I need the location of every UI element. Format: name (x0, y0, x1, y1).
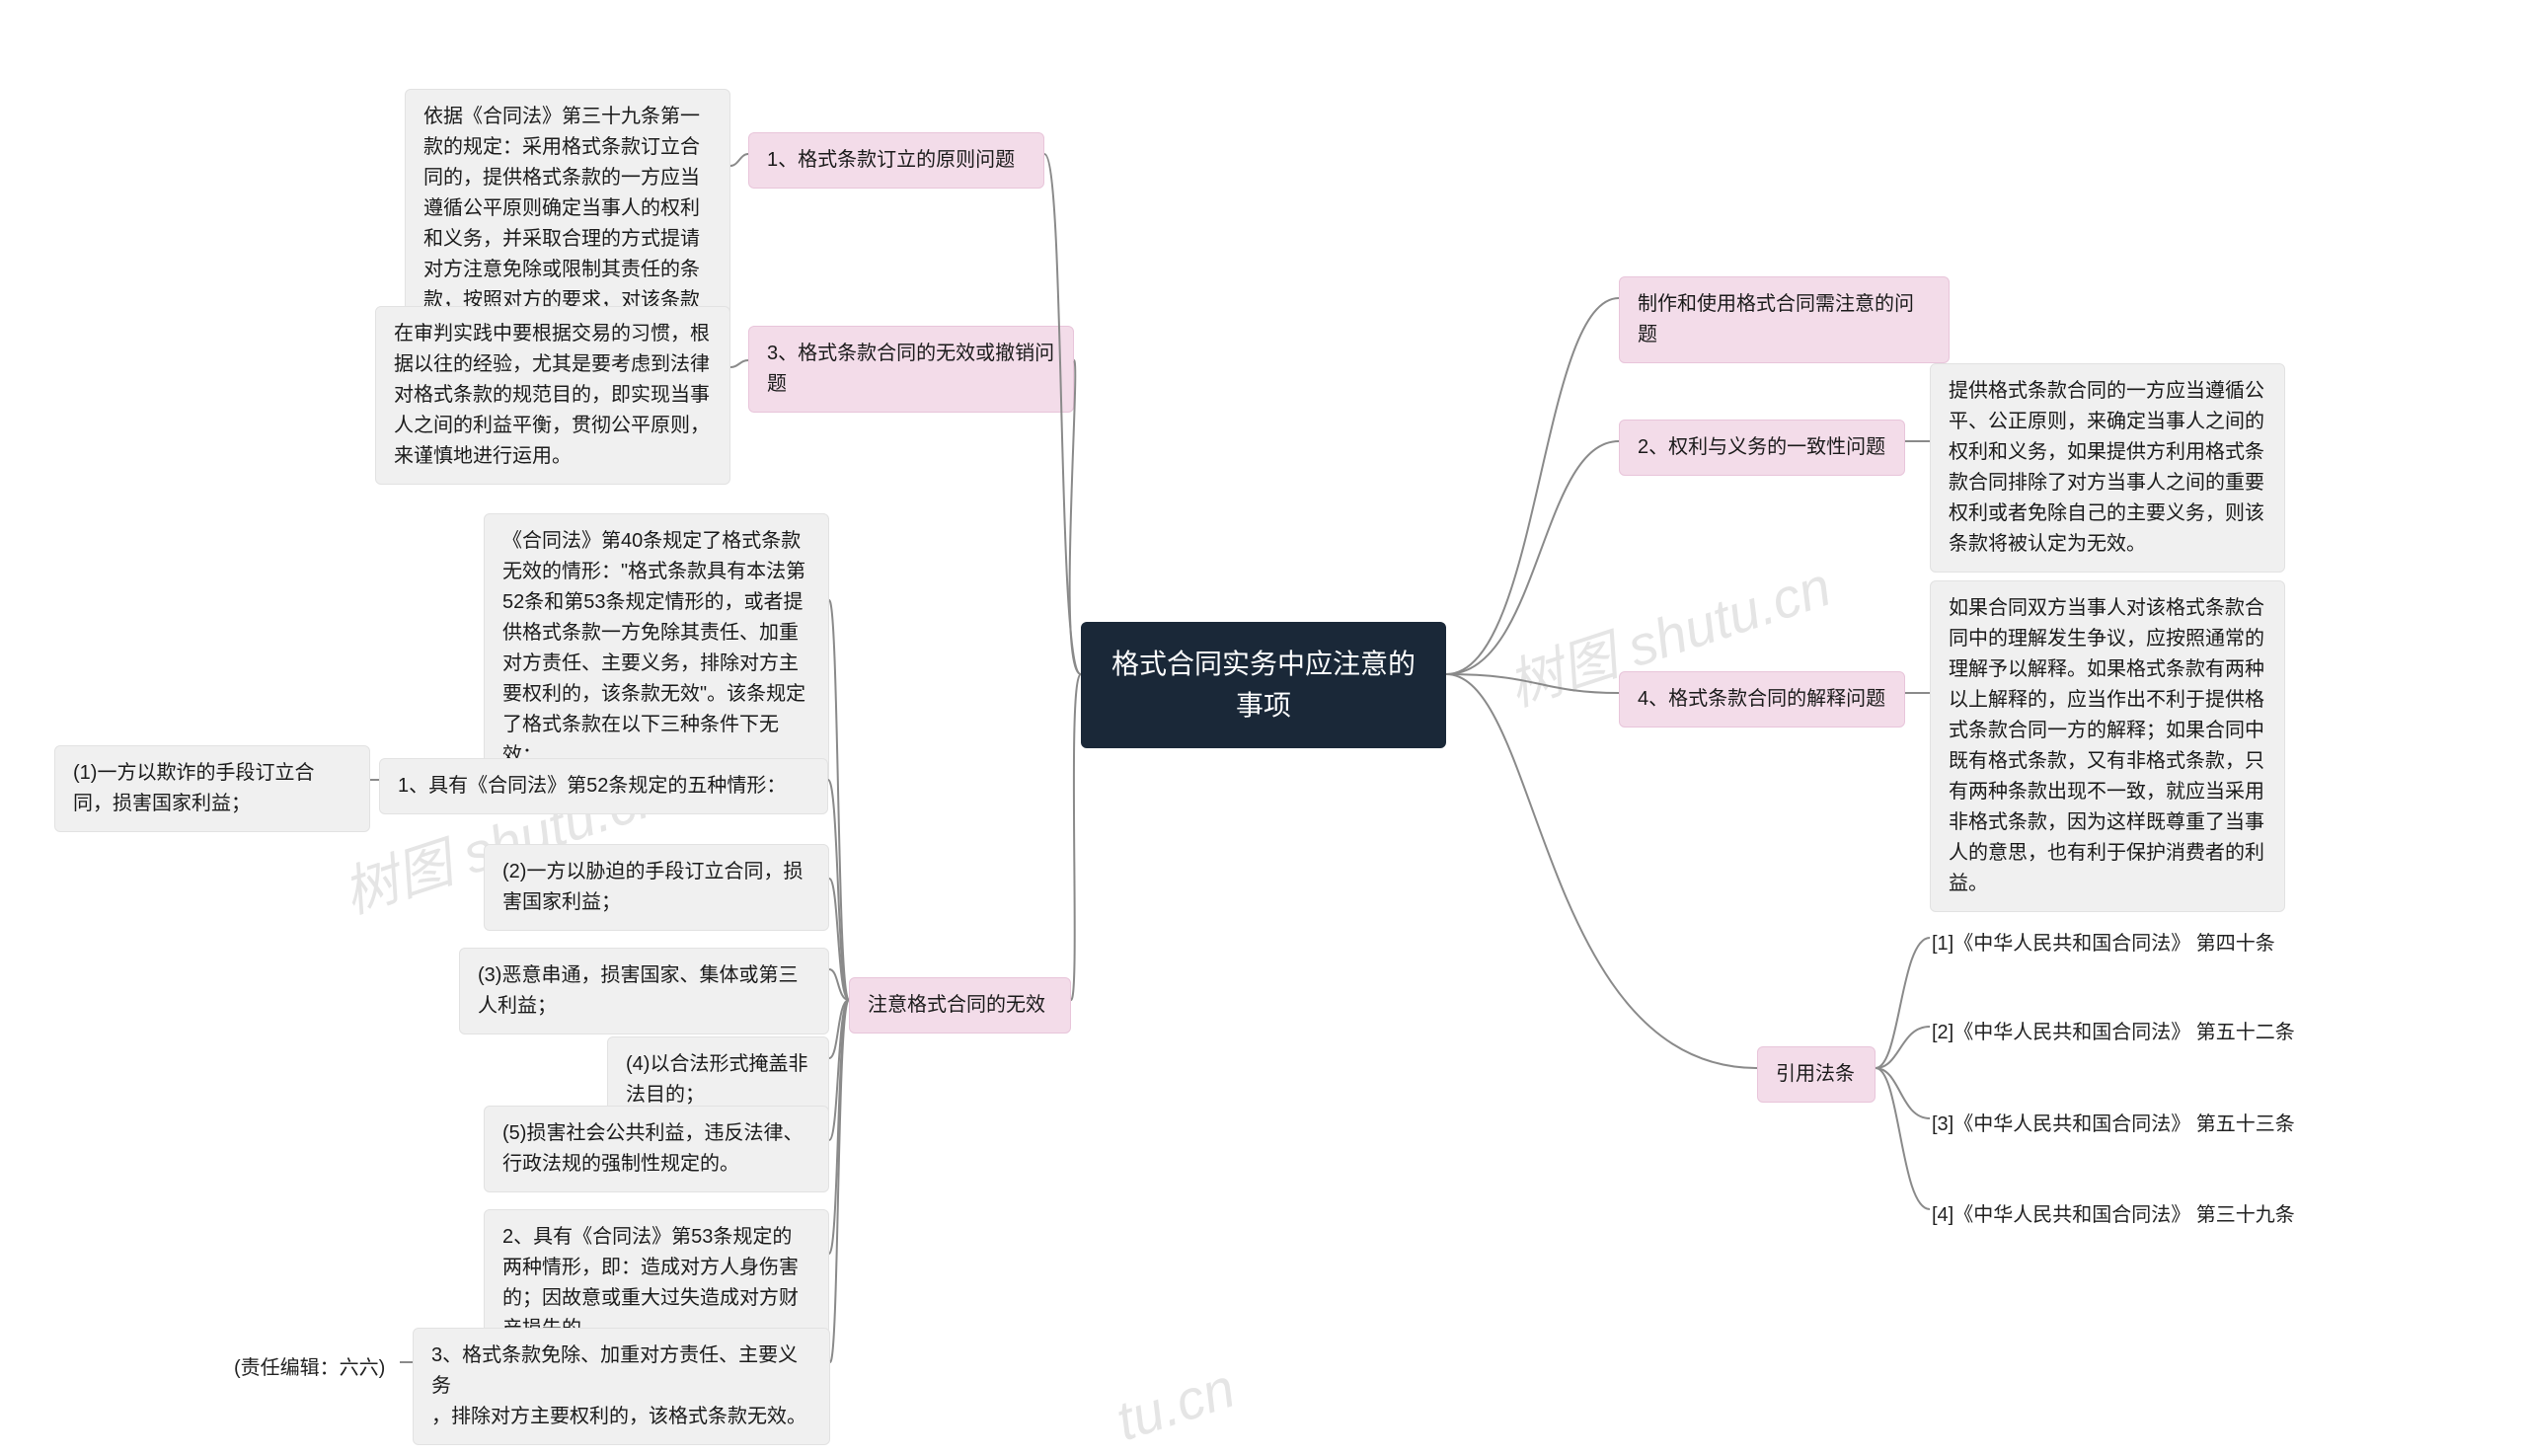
right-r2-note: 提供格式条款合同的一方应当遵循公平、公正原则，来确定当事人之间的权利和义务，如果… (1930, 363, 2285, 573)
right-r1: 制作和使用格式合同需注意的问题 (1619, 276, 1950, 363)
left-invalid-c1-i5: (5)损害社会公共利益，违反法律、行政法规的强制性规定的。 (484, 1106, 829, 1192)
right-laws-l3: [3]《中华人民共和国合同法》 第五十三条 (1930, 1104, 2297, 1140)
watermark-3: tu.cn (1109, 1355, 1243, 1453)
root-line1: 格式合同实务中应注意的 (1109, 644, 1418, 685)
root-line2: 事项 (1109, 685, 1418, 727)
right-laws: 引用法条 (1757, 1046, 1876, 1103)
left-b3-note: 在审判实践中要根据交易的习惯，根据以往的经验，尤其是要考虑到法律对格式条款的规范… (375, 306, 730, 485)
left-invalid-c1-i2: (2)一方以胁迫的手段订立合同，损害国家利益； (484, 844, 829, 931)
left-invalid-c3-l2: ，排除对方主要权利的，该格式条款无效。 (431, 1406, 806, 1427)
left-invalid: 注意格式合同的无效 (849, 977, 1071, 1034)
root-node: 格式合同实务中应注意的 事项 (1081, 622, 1446, 748)
right-laws-l4: [4]《中华人民共和国合同法》 第三十九条 (1930, 1194, 2297, 1231)
left-b3: 3、格式条款合同的无效或撤销问 题 (748, 326, 1074, 413)
right-laws-l2: [2]《中华人民共和国合同法》 第五十二条 (1930, 1012, 2297, 1048)
left-b1: 1、格式条款订立的原则问题 (748, 132, 1044, 189)
left-invalid-c3: 3、格式条款免除、加重对方责任、主要义务 ，排除对方主要权利的，该格式条款无效。 (413, 1328, 830, 1445)
left-invalid-intro: 《合同法》第40条规定了格式条款无效的情形："格式条款具有本法第52条和第53条… (484, 513, 829, 784)
right-r4-note: 如果合同双方当事人对该格式条款合同中的理解发生争议，应按照通常的理解予以解释。如… (1930, 580, 2285, 912)
left-invalid-c1-i1: (1)一方以欺诈的手段订立合同，损害国家利益； (54, 745, 370, 832)
left-b3-l1: 3、格式条款合同的无效或撤销问 (767, 343, 1054, 364)
left-b3-l2: 题 (767, 373, 787, 395)
left-invalid-c1: 1、具有《合同法》第52条规定的五种情形： (379, 758, 828, 814)
right-laws-l1: [1]《中华人民共和国合同法》 第四十条 (1930, 923, 2277, 959)
left-invalid-c3-l1: 3、格式条款免除、加重对方责任、主要义务 (431, 1344, 798, 1397)
left-invalid-c3-note: (责任编辑：六六) (232, 1347, 387, 1384)
right-r4: 4、格式条款合同的解释问题 (1619, 671, 1905, 728)
left-invalid-c1-i3: (3)恶意串通，损害国家、集体或第三人利益； (459, 948, 829, 1035)
right-r2: 2、权利与义务的一致性问题 (1619, 420, 1905, 476)
